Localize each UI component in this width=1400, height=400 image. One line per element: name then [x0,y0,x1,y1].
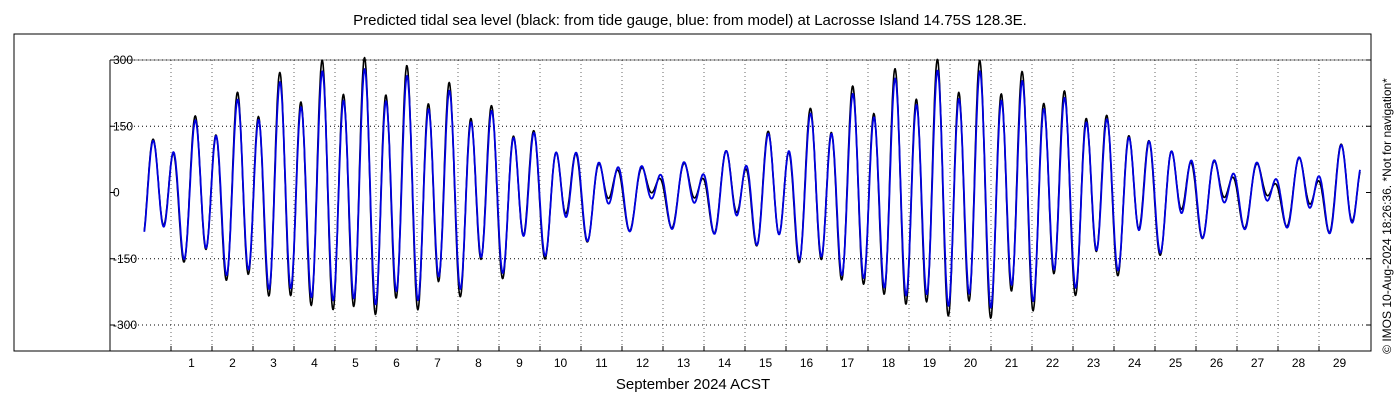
x-tick-label: 12 [636,356,650,370]
x-tick-label: 21 [1005,356,1019,370]
x-tick-label: 8 [475,356,482,370]
x-tick-label: 1 [188,356,195,370]
x-tick-label: 29 [1333,356,1347,370]
x-tick-label: 15 [759,356,773,370]
x-tick-label: 6 [393,356,400,370]
x-tick-label: 23 [1087,356,1101,370]
x-tick-label: 5 [352,356,359,370]
x-tick-label: 9 [516,356,523,370]
x-tick-label: 22 [1046,356,1060,370]
chart-title: Predicted tidal sea level (black: from t… [353,12,1027,29]
x-tick-label: 28 [1292,356,1306,370]
x-tick-label: 17 [841,356,855,370]
credit-text: © IMOS 10-Aug-2024 18:26:36. *Not for na… [1380,78,1394,354]
x-tick-label: 13 [677,356,691,370]
x-tick-label: 18 [882,356,896,370]
x-tick-label: 20 [964,356,978,370]
y-tick-label: 150 [113,119,133,133]
x-tick-label: 27 [1251,356,1265,370]
x-tick-label: 11 [595,356,608,370]
grid-lines [110,59,1371,351]
x-axis-label: September 2024 ACST [616,376,770,393]
model-series-line [143,68,1361,309]
y-tick-label: -150 [113,252,137,266]
x-tick-label: 3 [270,356,277,370]
x-tick-label: 24 [1128,356,1142,370]
x-tick-label: 16 [800,356,814,370]
x-tick-label: 25 [1169,356,1183,370]
y-tick-label: 0 [113,186,120,200]
x-tick-label: 4 [311,356,318,370]
x-tick-label: 7 [434,356,441,370]
y-tick-label: -300 [113,318,137,332]
x-tick-label: 2 [229,356,236,370]
x-tick-label: 19 [923,356,937,370]
x-tick-label: 14 [718,356,732,370]
x-tick-label: 26 [1210,356,1224,370]
series-lines [143,56,1361,320]
x-tick-label: 10 [554,356,568,370]
